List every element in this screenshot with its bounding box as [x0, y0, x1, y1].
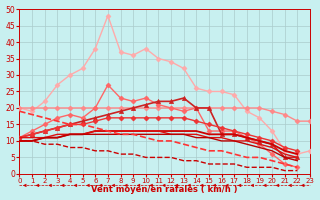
X-axis label: Vent moyen/en rafales ( km/h ): Vent moyen/en rafales ( km/h )	[92, 185, 238, 194]
